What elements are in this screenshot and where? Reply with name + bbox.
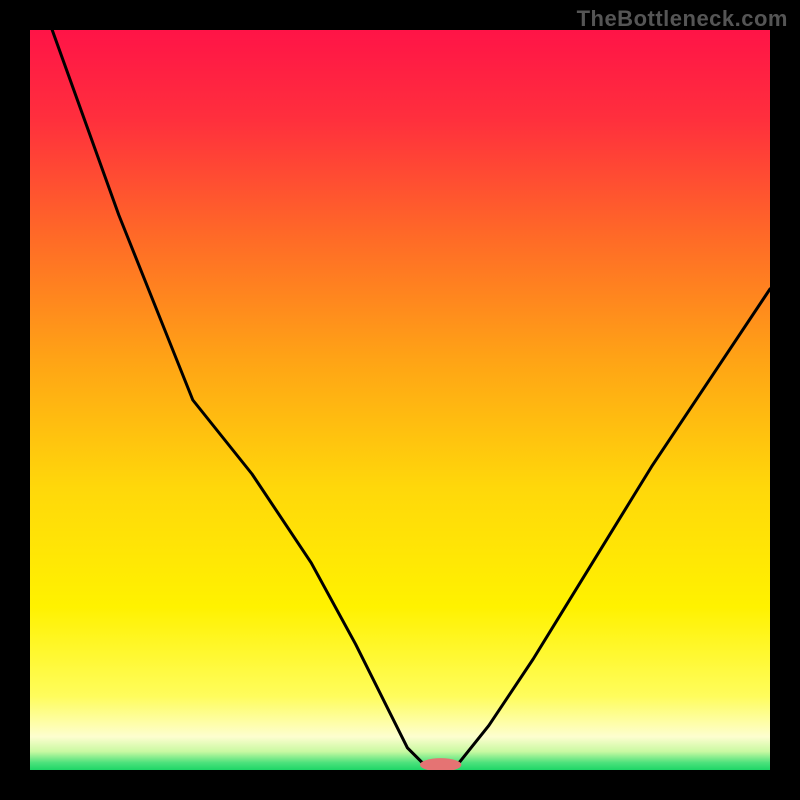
plot-area <box>30 30 770 770</box>
gradient-background <box>30 30 770 770</box>
bottleneck-chart <box>30 30 770 770</box>
chart-frame: TheBottleneck.com <box>0 0 800 800</box>
watermark-text: TheBottleneck.com <box>577 6 788 32</box>
